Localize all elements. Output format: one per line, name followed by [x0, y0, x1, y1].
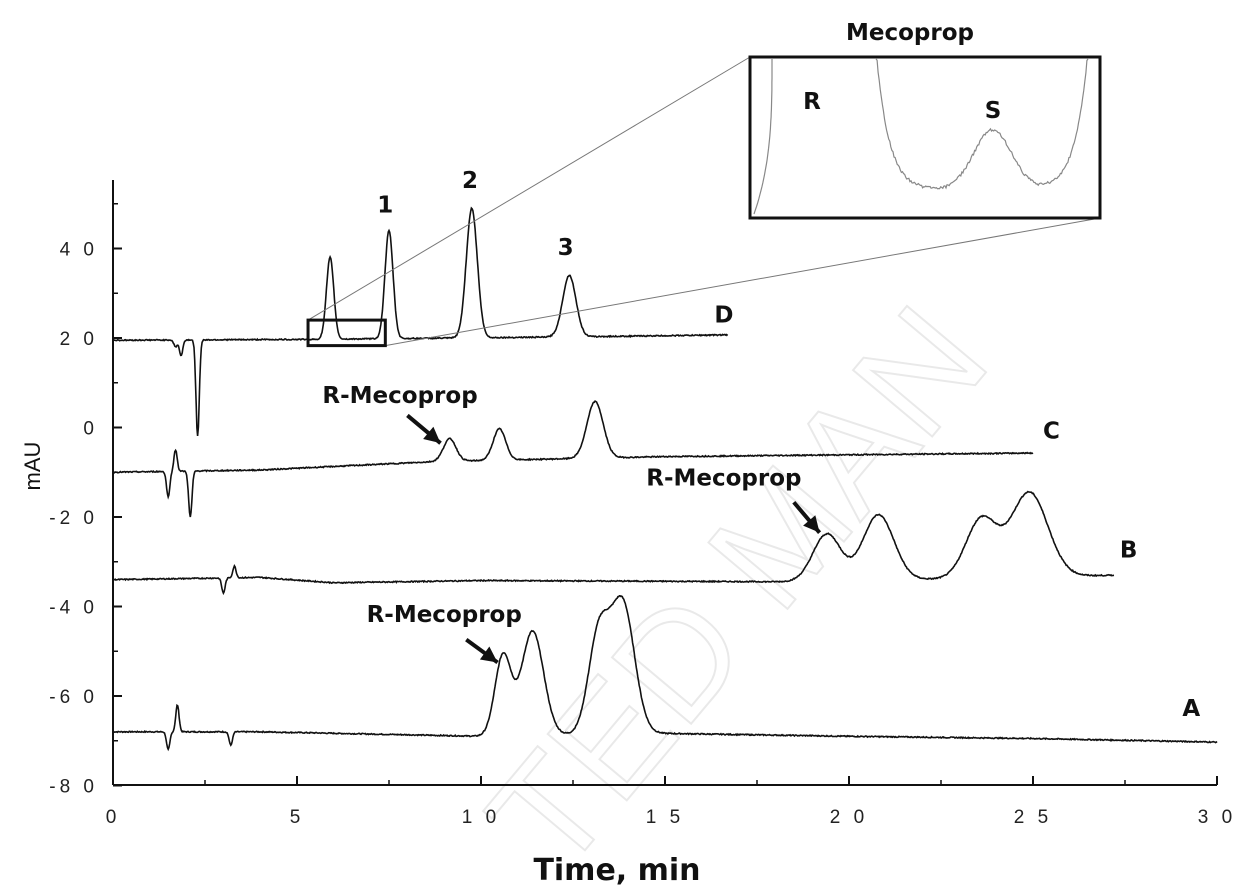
inset-label-r: R — [803, 89, 821, 115]
inset-r-peak-edge — [753, 59, 773, 215]
x-tick-label: 1 5 — [646, 807, 684, 828]
y-tick-label: -6 0 — [49, 687, 98, 708]
zoom-line-top — [307, 56, 751, 321]
r-mecoprop-label: R-Mecoprop — [646, 466, 801, 492]
r-mecoprop-label: R-Mecoprop — [367, 602, 522, 628]
x-tick-label: 2 0 — [830, 807, 868, 828]
zoom-source-box — [306, 318, 387, 348]
ticks: 0 5 1 0 1 5 2 0 2 5 3 0 4 0 2 0 0 -2 0 -4 0 -6 0 -8 0 — [49, 203, 1235, 828]
series-label-b: B — [1120, 537, 1138, 563]
zoom-line-bottom — [385, 217, 1101, 347]
arrow-head — [479, 646, 498, 663]
y-tick-label: 4 0 — [60, 240, 98, 261]
inset-title: Mecoprop — [846, 20, 974, 46]
r-mecoprop-label: R-Mecoprop — [322, 383, 477, 409]
annotations: 1 2 3 D C B A R-Mecoprop R-Mecoprop R-Mecoprop — [322, 168, 1200, 722]
x-tick-label: 5 — [290, 807, 305, 828]
x-tick-label: 0 — [106, 807, 121, 828]
series-label-d: D — [714, 302, 733, 328]
x-tick-label: 3 0 — [1198, 807, 1235, 828]
inset-label-s: S — [985, 98, 1002, 124]
y-tick-label: -4 0 — [49, 598, 98, 619]
y-tick-label: 0 — [83, 419, 98, 440]
x-tick-label: 2 5 — [1014, 807, 1052, 828]
x-axis-title: Time, min — [533, 853, 700, 888]
inset-trace — [875, 58, 1089, 190]
peak-number-label: 1 — [377, 193, 393, 219]
trace-c — [112, 400, 1034, 518]
y-axis-title: mAU — [20, 442, 45, 491]
trace-d — [112, 206, 729, 436]
peak-number-label: 2 — [462, 168, 478, 194]
inset: Mecoprop R S — [306, 20, 1102, 348]
x-tick-label: 1 0 — [462, 807, 500, 828]
trace-a — [112, 594, 1218, 752]
y-tick-label: -8 0 — [49, 777, 98, 798]
inset-box — [748, 55, 1102, 220]
arrow-head — [803, 515, 820, 533]
traces — [112, 206, 1218, 752]
y-tick-label: 2 0 — [60, 329, 98, 350]
peak-number-label: 3 — [558, 235, 574, 261]
y-tick-label: -2 0 — [49, 508, 98, 529]
watermark: TED MAN — [456, 276, 1019, 893]
arrow-head — [423, 426, 441, 444]
series-label-a: A — [1182, 696, 1200, 722]
trace-b — [112, 490, 1115, 596]
series-label-c: C — [1043, 419, 1060, 445]
